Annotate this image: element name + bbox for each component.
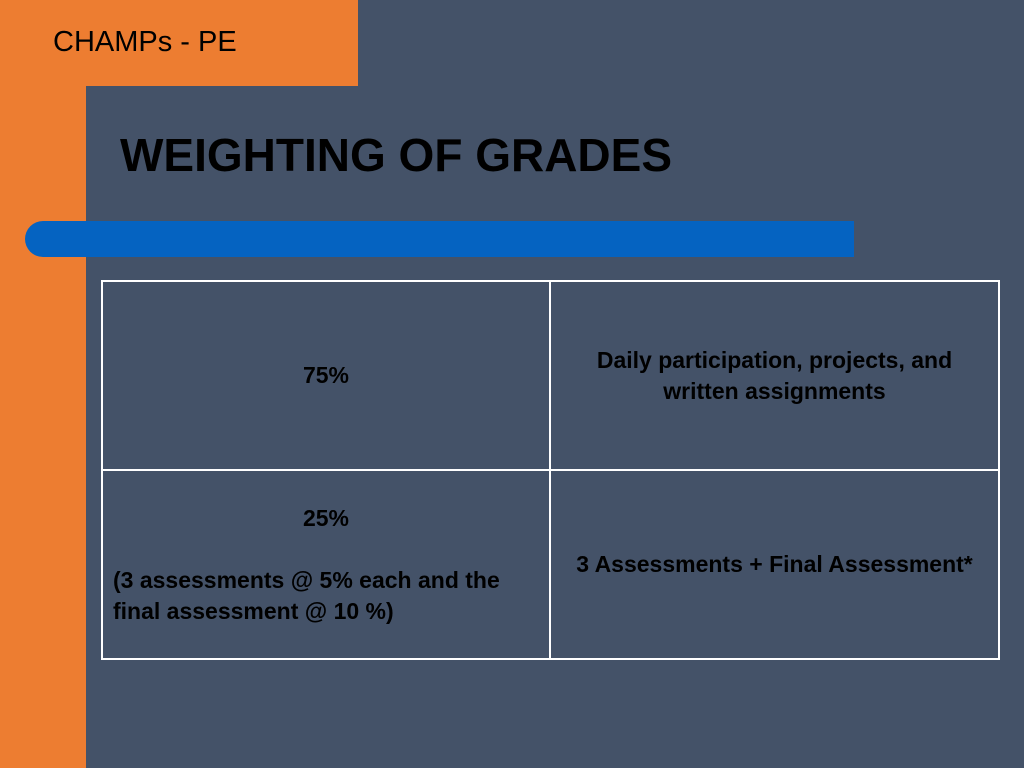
table-row: 75% Daily participation, projects, and w… — [101, 280, 1000, 471]
grades-table: 75% Daily participation, projects, and w… — [101, 280, 1000, 660]
orange-side-strip — [0, 0, 86, 768]
rounded-corner — [86, 86, 126, 126]
description-cell: 3 Assessments + Final Assessment* — [549, 469, 1000, 660]
slide-title: WEIGHTING OF GRADES — [120, 129, 672, 181]
description-text: 3 Assessments + Final Assessment* — [576, 551, 973, 577]
orange-header-block — [0, 0, 358, 86]
description-cell: Daily participation, projects, and writt… — [549, 280, 1000, 471]
description-text: Daily participation, projects, and writt… — [596, 346, 953, 404]
blue-accent-bar — [25, 221, 854, 257]
header-label: CHAMPs - PE — [53, 26, 237, 58]
weight-cell: 75% — [101, 280, 551, 471]
weight-cell: 25% (3 assessments @ 5% each and the fin… — [101, 469, 551, 660]
weight-value: 75% — [302, 362, 350, 388]
weight-note: (3 assessments @ 5% each and the final a… — [113, 566, 500, 624]
weight-value: 25% — [302, 504, 350, 531]
table-row: 25% (3 assessments @ 5% each and the fin… — [101, 469, 1000, 660]
